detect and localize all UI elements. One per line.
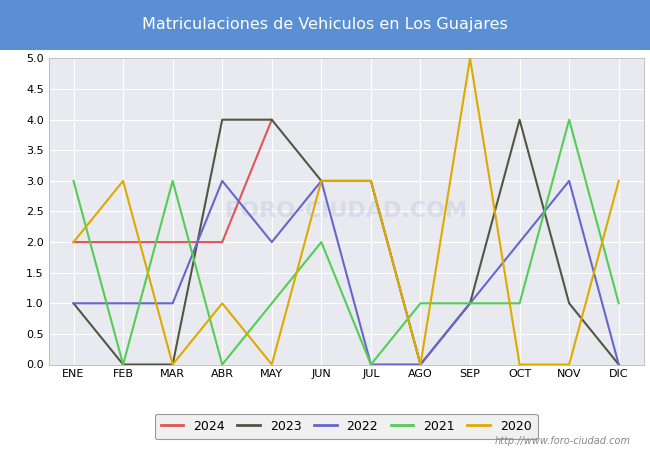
Legend: 2024, 2023, 2022, 2021, 2020: 2024, 2023, 2022, 2021, 2020 — [155, 414, 538, 439]
Text: http://www.foro-ciudad.com: http://www.foro-ciudad.com — [495, 436, 630, 446]
Text: FORO-CIUDAD.COM: FORO-CIUDAD.COM — [225, 202, 467, 221]
Text: Matriculaciones de Vehiculos en Los Guajares: Matriculaciones de Vehiculos en Los Guaj… — [142, 17, 508, 32]
